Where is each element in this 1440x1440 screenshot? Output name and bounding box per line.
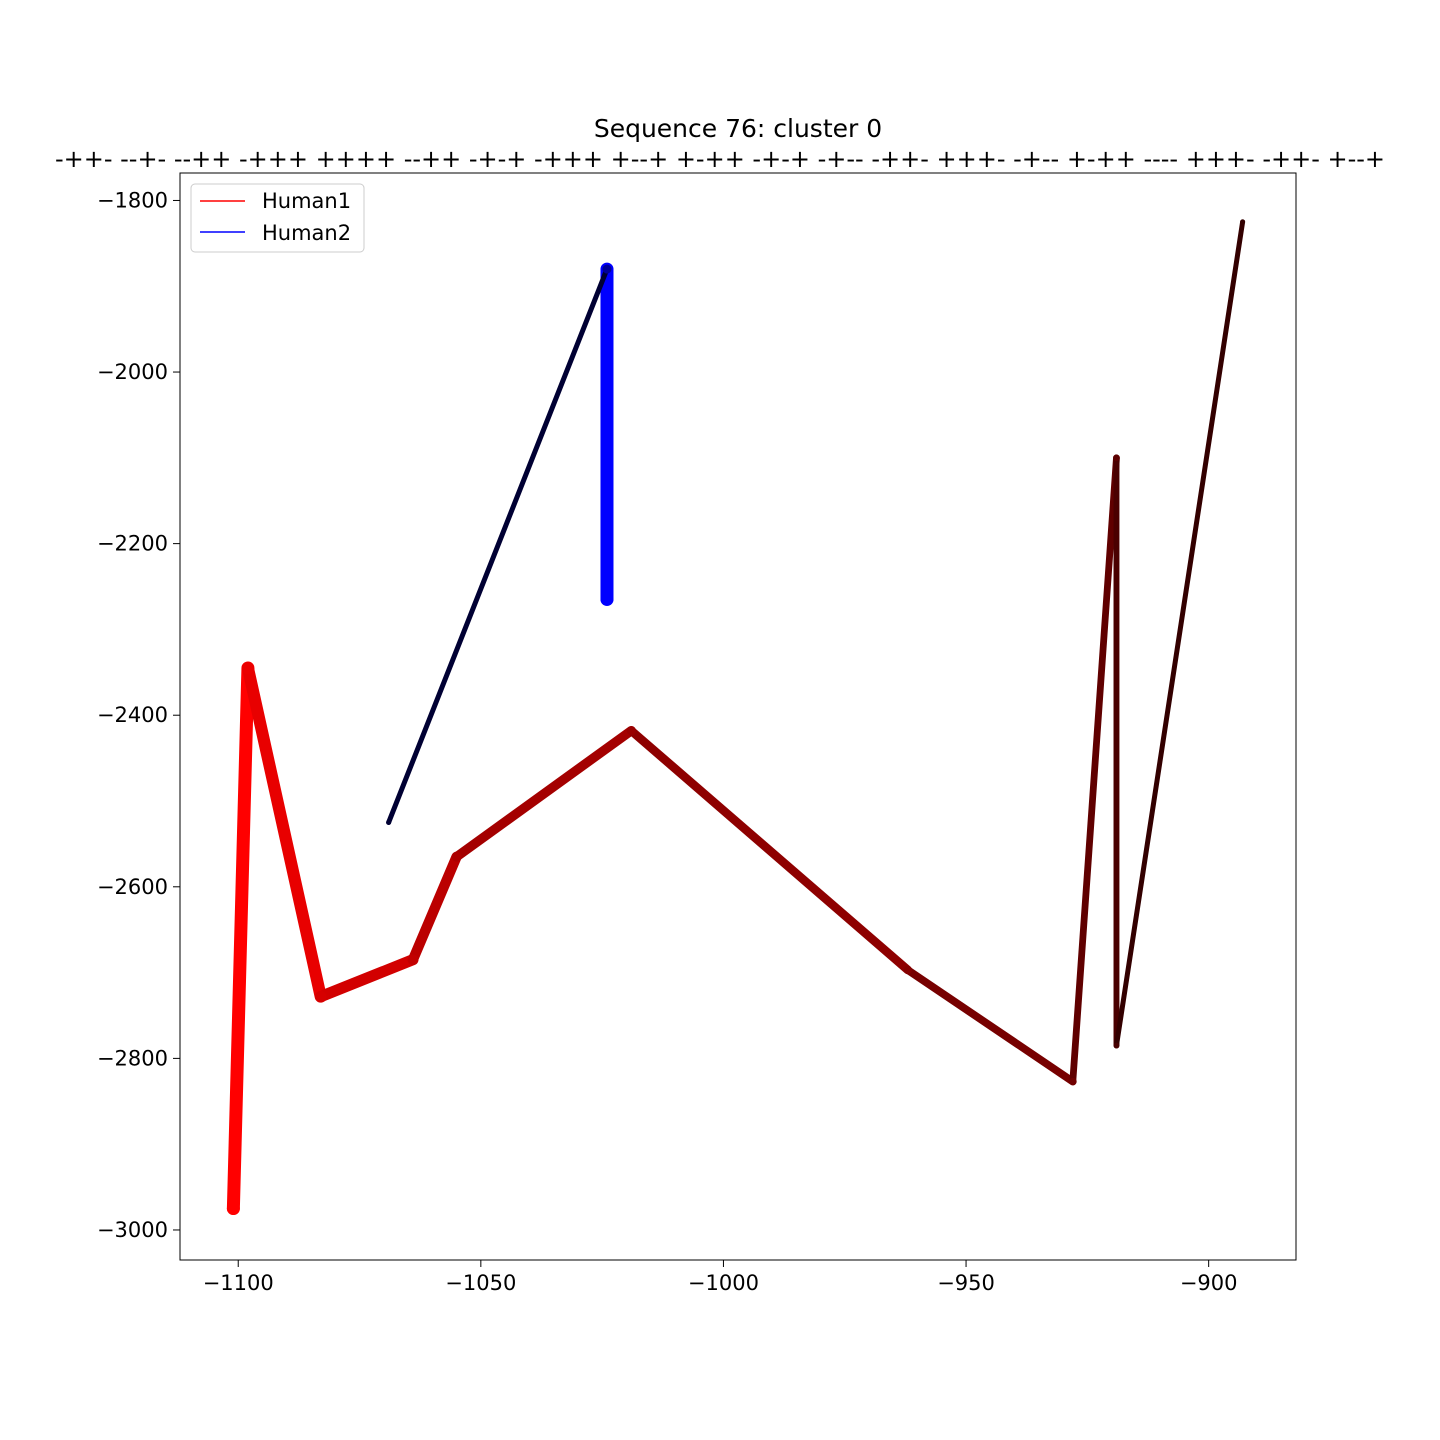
y-tick-label: −2800 <box>97 1046 168 1070</box>
plot-area <box>226 219 1246 1216</box>
trajectory-segment-human1 <box>451 725 636 862</box>
legend: Human1 Human2 <box>190 183 365 253</box>
trajectory-segment-human1 <box>626 726 913 975</box>
chart-subtitle: -++- --+- --++ -+++ ++++ --++ -+-+ -+++ … <box>55 145 1385 173</box>
data-point-human1 <box>407 954 419 966</box>
data-point-human1 <box>903 965 912 975</box>
data-point-human1 <box>315 990 327 1003</box>
data-point-human1 <box>226 1202 240 1216</box>
trajectory-segment-human2 <box>386 266 610 825</box>
trajectory-segment-human1 <box>407 851 462 965</box>
data-point-human1 <box>1069 1077 1077 1086</box>
trajectory-segment-human1 <box>226 661 255 1216</box>
y-tick-label: −2400 <box>97 703 168 727</box>
x-axis: −1100 −1050 −1000 −950 −900 <box>203 1260 1238 1295</box>
data-point-human1 <box>241 661 255 675</box>
data-point-human2 <box>386 819 392 825</box>
series-human1 <box>226 219 1246 1216</box>
x-tick-label: −950 <box>937 1271 995 1295</box>
data-point-human1 <box>626 726 636 736</box>
y-tick-label: −2000 <box>97 360 168 384</box>
data-point-human1 <box>1240 219 1246 225</box>
x-tick-label: −1100 <box>203 1271 274 1295</box>
x-tick-label: −1050 <box>445 1271 516 1295</box>
legend-label-human1: Human1 <box>262 189 351 213</box>
x-tick-label: −1000 <box>688 1271 759 1295</box>
y-tick-label: −1800 <box>97 188 168 212</box>
y-axis: −1800 −2000 −2200 −2400 −2600 −2800 −3000 <box>97 188 180 1242</box>
legend-label-human2: Human2 <box>262 221 351 245</box>
axes-frame <box>179 172 1297 1261</box>
y-tick-label: −3000 <box>97 1218 168 1242</box>
data-point-human1 <box>451 851 462 862</box>
trajectory-segment-human1 <box>903 966 1077 1086</box>
data-point-human2 <box>600 592 614 606</box>
y-tick-label: −2200 <box>97 532 168 556</box>
trajectory-segment-human1 <box>315 954 419 1003</box>
trajectory-segment-human1 <box>1113 219 1246 1049</box>
data-point-human1 <box>1113 1042 1120 1049</box>
data-point-human1 <box>1113 454 1120 462</box>
y-tick-label: −2600 <box>97 875 168 899</box>
series-human2 <box>386 262 614 825</box>
trajectory-segment-human1 <box>1069 454 1120 1085</box>
x-tick-label: −900 <box>1180 1271 1238 1295</box>
trajectory-segment-human1 <box>241 661 327 1003</box>
chart-title: Sequence 76: cluster 0 <box>594 114 882 143</box>
data-point-human2 <box>602 264 612 274</box>
